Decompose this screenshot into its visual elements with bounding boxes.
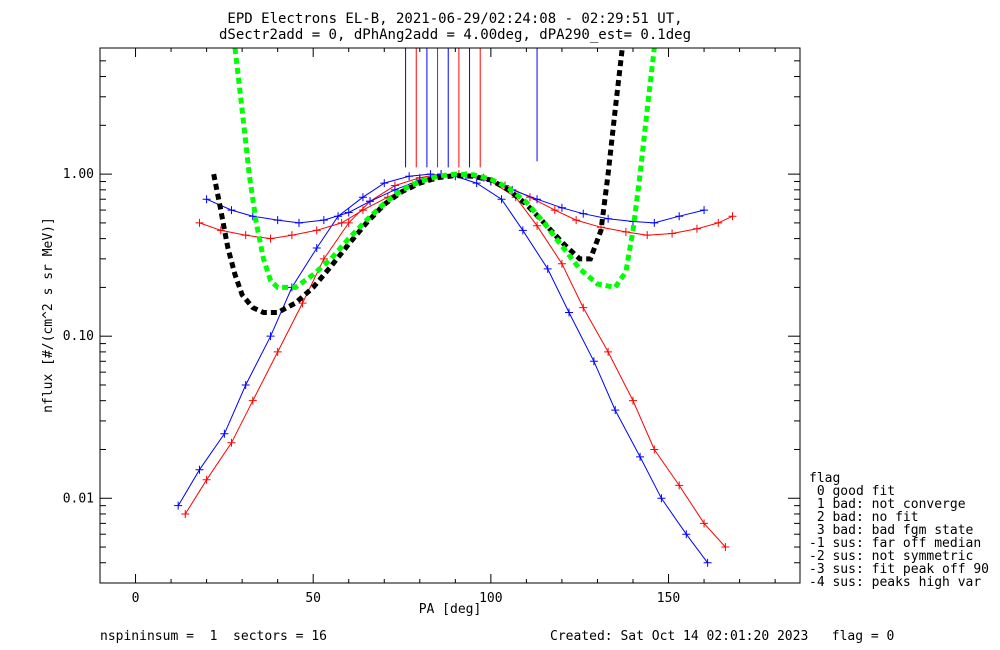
x-tick-label: 150 <box>657 591 680 606</box>
series-point <box>195 466 203 474</box>
series-point <box>181 510 189 518</box>
series-point <box>267 235 275 243</box>
series-point <box>519 226 527 234</box>
series-point <box>682 530 690 538</box>
series-point <box>604 215 612 223</box>
series-point <box>498 195 506 203</box>
series-point <box>242 231 250 239</box>
series-point <box>242 381 250 389</box>
series-point <box>195 219 203 227</box>
series-point <box>288 231 296 239</box>
series-point <box>359 206 367 214</box>
x-tick-label: 50 <box>305 591 321 606</box>
series-point <box>203 476 211 484</box>
series-point <box>629 397 637 405</box>
y-tick-label: 0.10 <box>63 329 94 344</box>
series-point <box>579 304 587 312</box>
series-point <box>579 210 587 218</box>
series-point <box>551 206 559 214</box>
series-point <box>473 179 481 187</box>
series-point <box>675 481 683 489</box>
series-point <box>558 260 566 268</box>
series-point <box>274 216 282 224</box>
plot-frame <box>100 48 800 583</box>
series-point <box>622 228 630 236</box>
y-tick-label: 1.00 <box>63 167 94 182</box>
series-point <box>533 222 541 230</box>
series-point <box>320 216 328 224</box>
series-point <box>675 212 683 220</box>
series-point <box>650 445 658 453</box>
y-axis-label: nflux [#/(cm^2 s sr MeV)] <box>41 217 56 413</box>
series-point <box>643 231 651 239</box>
series-point <box>611 406 619 414</box>
series-point <box>313 226 321 234</box>
series-point <box>359 193 367 201</box>
footer-right: Created: Sat Oct 14 02:01:20 2023 flag =… <box>550 629 894 644</box>
series-point <box>590 357 598 365</box>
x-axis-label: PA [deg] <box>419 602 482 617</box>
series-point <box>668 230 676 238</box>
data-layer <box>174 48 736 567</box>
series-point <box>274 348 282 356</box>
series-line <box>207 174 704 223</box>
series-point <box>544 265 552 273</box>
series-point <box>572 216 580 224</box>
series-point <box>657 494 665 502</box>
series-point <box>650 219 658 227</box>
series-point <box>714 219 722 227</box>
series-point <box>249 397 257 405</box>
series-point <box>227 439 235 447</box>
series-point <box>338 219 346 227</box>
x-tick-label: 100 <box>479 591 502 606</box>
series-point <box>267 332 275 340</box>
series-point <box>295 219 303 227</box>
chart-title-line1: EPD Electrons EL-B, 2021-06-29/02:24:08 … <box>227 11 682 27</box>
series-point <box>174 502 182 510</box>
series-point <box>565 309 573 317</box>
series-point <box>604 348 612 356</box>
series-point <box>728 212 736 220</box>
series-point <box>636 453 644 461</box>
series-line <box>185 174 725 547</box>
series-point <box>405 172 413 180</box>
series-point <box>203 195 211 203</box>
series-point <box>700 206 708 214</box>
series-point <box>313 244 321 252</box>
series-point <box>693 225 701 233</box>
series-point <box>220 430 228 438</box>
axes-layer: 0 50 100 150 0.01 0.10 1.00 <box>63 48 800 606</box>
footer-left: nspininsum = 1 sectors = 16 <box>100 629 327 644</box>
legend-item-7: -4 sus: peaks high var <box>809 575 981 590</box>
series-point <box>380 179 388 187</box>
fit-layer <box>214 48 655 313</box>
series-line <box>200 174 733 239</box>
legend: flag 0 good fit 1 bad: not converge 2 ba… <box>809 471 989 590</box>
series-point <box>704 559 712 567</box>
chart-title-line2: dSectr2add = 0, dPhAng2add = 4.00deg, dP… <box>219 27 691 43</box>
series-point <box>227 206 235 214</box>
series-point <box>558 204 566 212</box>
x-tick-label: 0 <box>132 591 140 606</box>
y-tick-label: 0.01 <box>63 491 94 506</box>
plot-canvas: EPD Electrons EL-B, 2021-06-29/02:24:08 … <box>0 0 1000 650</box>
